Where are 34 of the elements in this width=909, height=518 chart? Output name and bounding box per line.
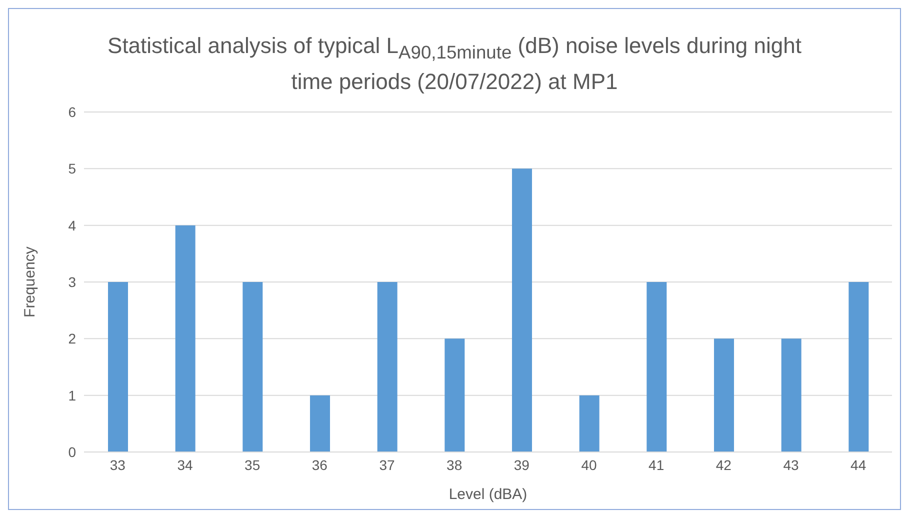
y-tick-label: 5: [68, 161, 76, 178]
x-tick-label: 40: [581, 457, 597, 474]
y-tick-label: 6: [68, 104, 76, 120]
bar: [310, 396, 330, 452]
y-tick-label: 2: [68, 331, 76, 348]
y-tick-label: 0: [68, 444, 76, 460]
bar: [108, 282, 128, 452]
bar: [781, 339, 802, 452]
y-axis-title: Frequency: [21, 246, 38, 318]
x-tick-label: 43: [783, 457, 799, 474]
x-tick-label: 35: [244, 457, 260, 474]
x-tick-label: 41: [648, 457, 664, 474]
x-tick-label: 37: [379, 457, 395, 474]
x-tick-label: 33: [110, 457, 126, 474]
chart-title: Statistical analysis of typical L$_{A90,15minute}$ (dB) noise levels during night time periods (20/07/2022) at MP1: [106, 32, 802, 96]
y-tick-label: 1: [68, 388, 76, 404]
bar: [242, 282, 263, 452]
x-tick-label: 36: [312, 457, 328, 474]
bar: [444, 339, 465, 452]
x-tick-label: 34: [177, 457, 193, 474]
bar: [175, 226, 196, 452]
x-tick-label: 42: [716, 457, 732, 474]
bar: [848, 282, 869, 452]
x-tick-label: 44: [850, 457, 866, 474]
bar: [377, 282, 398, 452]
bar: [579, 396, 600, 452]
y-tick-label: 3: [68, 274, 76, 290]
bar: [646, 282, 667, 452]
y-tick-label: 4: [68, 218, 76, 234]
x-tick-label: 38: [446, 457, 462, 474]
bar: [512, 169, 532, 452]
bar: [714, 339, 734, 452]
x-axis-title: Level (dBA): [448, 486, 528, 504]
x-tick-label: 39: [514, 457, 530, 474]
